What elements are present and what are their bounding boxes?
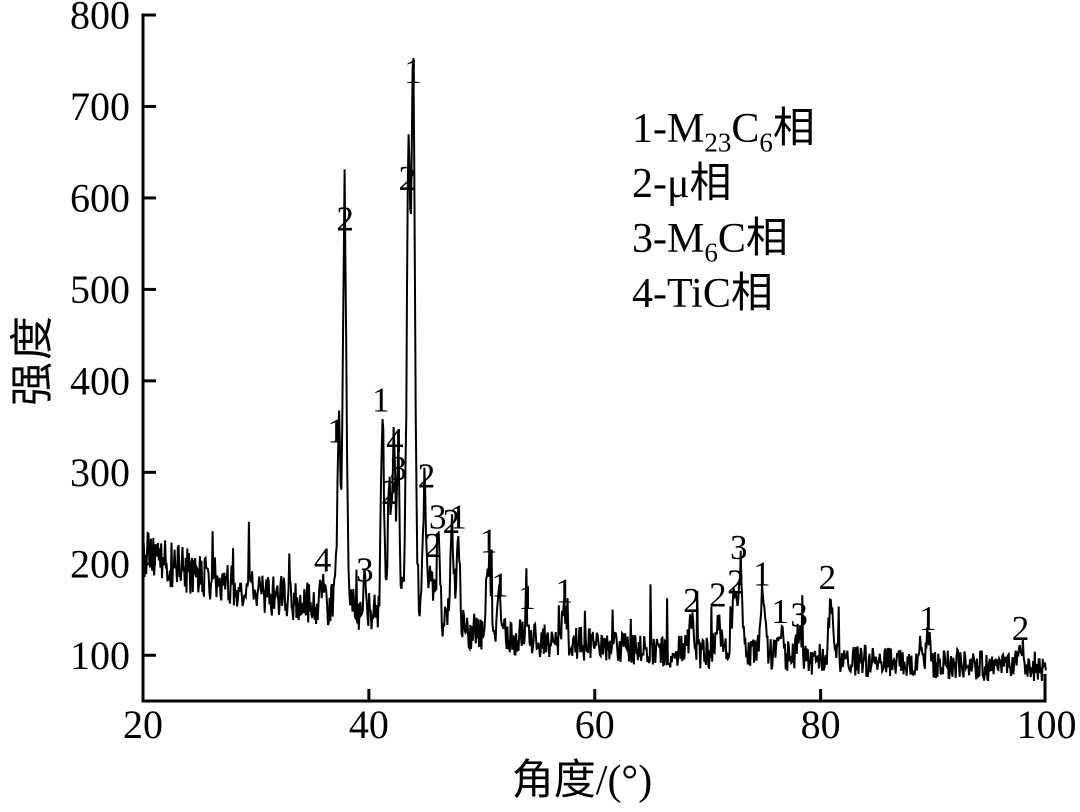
peak-label: 1 [404, 52, 422, 91]
y-tick-label: 200 [70, 541, 130, 586]
x-tick-label: 100 [1017, 702, 1077, 747]
y-tick-label: 300 [70, 450, 130, 495]
peak-label: 2 [683, 581, 701, 620]
x-tick-label: 40 [349, 702, 389, 747]
peak-label: 1 [480, 521, 498, 560]
legend-item-1: 1-M23C6相 [632, 102, 815, 157]
legend-item-3: 3-M6C相 [632, 212, 815, 267]
peak-label: 2 [819, 558, 837, 597]
peak-label: 3 [730, 528, 748, 567]
legend-text: C相 [717, 216, 788, 262]
legend-item-4: 4-TiC相 [632, 267, 815, 322]
legend-subscript: 6 [704, 237, 718, 268]
peak-label: 2 [709, 575, 727, 614]
legend-text: 1-M [632, 106, 705, 152]
peak-label: 1 [491, 565, 509, 604]
peak-label: 2 [336, 199, 354, 238]
peak-label: 4 [314, 541, 332, 580]
legend-subscript: 23 [704, 127, 732, 158]
peak-label: 3 [389, 449, 407, 488]
peak-label: 2 [727, 563, 745, 602]
peak-label: 1 [919, 599, 937, 638]
y-tick-label: 700 [70, 84, 130, 129]
peak-label: 2 [418, 456, 436, 495]
x-axis-title: 角度/(°) [511, 758, 653, 804]
legend-text: 2-μ相 [632, 161, 732, 207]
legend-text: 相 [772, 106, 815, 152]
y-axis-title: 强度 [8, 314, 57, 406]
peak-label: 2 [381, 473, 399, 512]
peak-label: 3 [429, 498, 447, 537]
legend-subscript: 6 [759, 127, 773, 158]
peak-label: 1 [556, 572, 574, 611]
y-tick-label: 100 [70, 633, 130, 678]
peak-label: 2 [443, 502, 461, 541]
peak-label: 1 [771, 592, 789, 631]
peak-label: 1 [449, 498, 467, 537]
legend-text: C [731, 106, 760, 152]
peak-label: 1 [372, 381, 390, 420]
peak-label: 1 [753, 554, 771, 593]
peak-label: 4 [386, 421, 404, 460]
peak-label: 2 [399, 159, 417, 198]
y-tick-label: 800 [70, 0, 130, 38]
axes [141, 13, 1047, 703]
peak-label: 2 [424, 526, 442, 565]
x-tick-label: 60 [575, 702, 615, 747]
legend-text: 4-TiC相 [632, 271, 773, 317]
legend-text: 3-M [632, 216, 705, 262]
peak-label: 2 [1012, 609, 1030, 648]
xrd-trace [142, 58, 1047, 682]
peak-label: 1 [327, 412, 345, 451]
peak-label: 1 [518, 578, 536, 617]
phase-legend: 1-M23C6相 2-μ相 3-M6C相 4-TiC相 [632, 102, 815, 322]
x-tick-label: 80 [801, 702, 841, 747]
y-tick-label: 600 [70, 175, 130, 220]
legend-item-2: 2-μ相 [632, 157, 815, 212]
peak-label: 3 [356, 551, 374, 590]
peak-label: 3 [790, 596, 808, 635]
y-tick-label: 400 [70, 358, 130, 403]
x-tick-label: 20 [123, 702, 163, 747]
y-tick-label: 500 [70, 267, 130, 312]
